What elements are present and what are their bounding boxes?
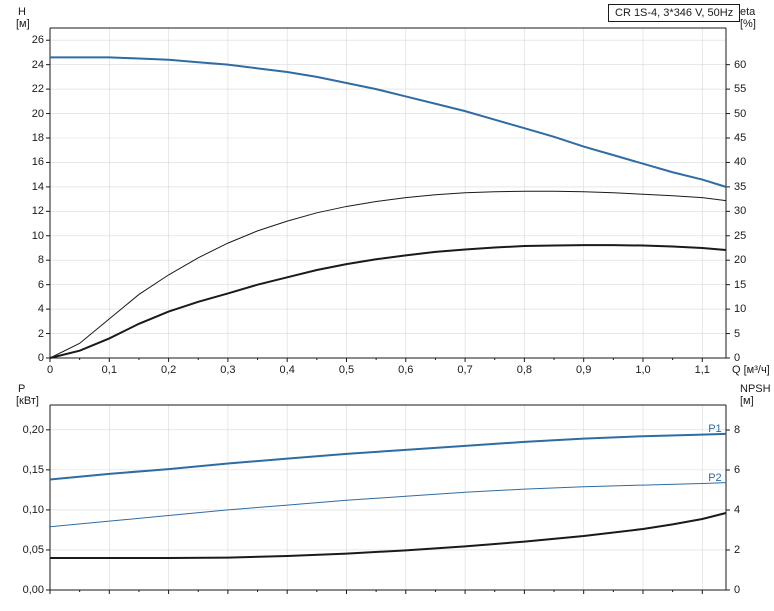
x-axis-label: Q [м³/ч]	[732, 364, 770, 376]
y-right-tick-label: 45	[734, 132, 746, 144]
y-right-tick-label: 30	[734, 205, 746, 217]
y-left-tick-label: 26	[32, 34, 44, 46]
y-right-tick-label: 0	[734, 352, 740, 364]
series-label-P2: P2	[708, 472, 721, 484]
y-right-tick-label: 10	[734, 303, 746, 315]
y-right-tick-label: 40	[734, 156, 746, 168]
y-left-tick-label: 20	[32, 108, 44, 120]
x-tick-label: 0,4	[280, 364, 295, 376]
x-tick-label: 1,0	[635, 364, 650, 376]
y-right-tick-label: 15	[734, 279, 746, 291]
x-tick-label: 0,8	[517, 364, 532, 376]
y-left-tick-label: 18	[32, 132, 44, 144]
y-left-tick-label: 0,20	[23, 424, 44, 436]
y-left-tick-label: 16	[32, 156, 44, 168]
y-left-tick-label: 6	[38, 279, 44, 291]
y-right-axis-unit: [%]	[740, 18, 756, 30]
y-right-tick-label: 5	[734, 328, 740, 340]
y-right-tick-label: 25	[734, 230, 746, 242]
y-left-tick-label: 14	[32, 181, 44, 193]
y-right-tick-label: 0	[734, 584, 740, 596]
eta-upper	[50, 191, 726, 358]
y-right-tick-label: 55	[734, 83, 746, 95]
x-tick-label: 0	[47, 364, 53, 376]
y-left-tick-label: 10	[32, 230, 44, 242]
head-curve	[50, 57, 726, 187]
pump-performance-chart	[0, 0, 774, 611]
y-right-tick-label: 2	[734, 544, 740, 556]
y-left-tick-label: 0,15	[23, 464, 44, 476]
y-left-axis-unit: [кВт]	[16, 395, 39, 407]
x-tick-label: 0,7	[457, 364, 472, 376]
y-left-axis-label: P	[18, 383, 25, 395]
y-right-tick-label: 50	[734, 108, 746, 120]
x-tick-label: 0,2	[161, 364, 176, 376]
y-left-tick-label: 24	[32, 59, 44, 71]
y-right-axis-unit: [м]	[740, 395, 754, 407]
x-tick-label: 0,9	[576, 364, 591, 376]
x-tick-label: 0,3	[220, 364, 235, 376]
y-left-tick-label: 0,10	[23, 504, 44, 516]
y-right-tick-label: 8	[734, 424, 740, 436]
npsh-curve	[50, 513, 726, 558]
y-left-axis-label: H	[18, 6, 26, 18]
x-tick-label: 1,1	[695, 364, 710, 376]
y-right-tick-label: 20	[734, 254, 746, 266]
chart-title-text: CR 1S-4, 3*346 V, 50Hz	[615, 7, 733, 19]
y-left-tick-label: 0,00	[23, 584, 44, 596]
y-left-tick-label: 4	[38, 303, 44, 315]
p1-curve	[50, 434, 726, 480]
x-tick-label: 0,6	[398, 364, 413, 376]
x-tick-label: 0,5	[339, 364, 354, 376]
chart-title-box: CR 1S-4, 3*346 V, 50Hz	[608, 4, 740, 22]
y-right-tick-label: 60	[734, 59, 746, 71]
y-left-axis-unit: [м]	[16, 18, 30, 30]
y-left-tick-label: 0,05	[23, 544, 44, 556]
y-left-tick-label: 0	[38, 352, 44, 364]
y-right-tick-label: 35	[734, 181, 746, 193]
p2-curve	[50, 483, 726, 527]
y-left-tick-label: 22	[32, 83, 44, 95]
y-left-tick-label: 12	[32, 205, 44, 217]
eta-lower	[50, 245, 726, 358]
y-right-axis-label: NPSH	[740, 383, 771, 395]
x-tick-label: 0,1	[102, 364, 117, 376]
y-right-axis-label: eta	[740, 6, 755, 18]
y-right-tick-label: 6	[734, 464, 740, 476]
y-left-tick-label: 2	[38, 328, 44, 340]
y-left-tick-label: 8	[38, 254, 44, 266]
series-label-P1: P1	[708, 423, 721, 435]
y-right-tick-label: 4	[734, 504, 740, 516]
